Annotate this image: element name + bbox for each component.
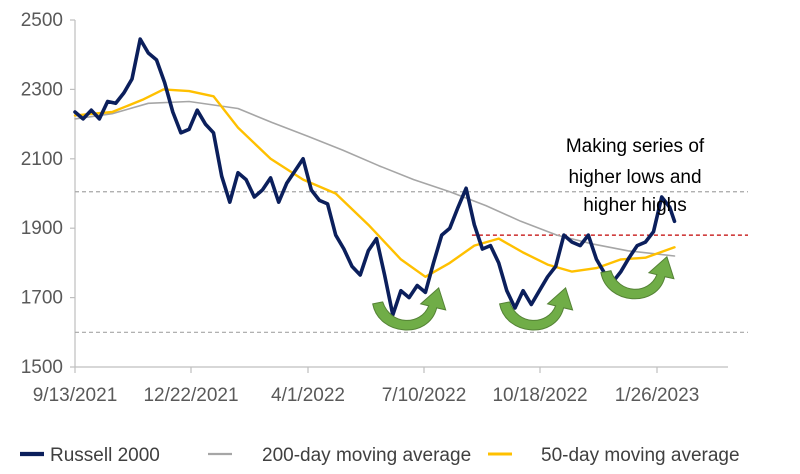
series-group: [73, 37, 677, 317]
annotation-line-1: Making series of: [566, 136, 705, 157]
x-tick-label: 10/18/2022: [492, 385, 587, 406]
ma-50-line: [73, 88, 676, 278]
legend-label: 200-day moving average: [262, 445, 471, 466]
annotation-line-3: higher highs: [583, 195, 687, 216]
y-tick-label: 1700: [21, 288, 63, 309]
curved-arrow-markers: [372, 255, 675, 331]
russell-2000-line: [73, 37, 677, 317]
y-tick-label: 2300: [21, 79, 63, 100]
legend: Russell 2000 200-day moving average 50-day…: [20, 445, 740, 466]
curved-arrow-icon: [372, 287, 447, 331]
y-tick-label: 1900: [21, 218, 63, 239]
y-tick-label: 2500: [21, 10, 63, 31]
legend-label: 50-day moving average: [541, 445, 740, 466]
axis-group: 1500 1700 1900 2100 2300 2500 9/13/2021 12/22/2…: [21, 10, 728, 406]
curved-arrow-icon: [499, 287, 574, 331]
curved-arrow-shape: [600, 255, 675, 300]
y-tick-label: 2100: [21, 149, 63, 170]
x-tick-label: 9/13/2021: [33, 385, 118, 406]
annotation-line-2: higher lows and: [568, 167, 701, 188]
x-tick-label: 7/10/2022: [382, 385, 467, 406]
curved-arrow-shape: [499, 287, 574, 331]
x-tick-label: 1/26/2023: [615, 385, 700, 406]
y-tick-label: 1500: [21, 357, 63, 378]
legend-label: Russell 2000: [50, 445, 160, 466]
x-tick-label: 4/1/2022: [271, 385, 345, 406]
reference-lines: [75, 191, 748, 333]
x-tick-label: 12/22/2021: [143, 385, 238, 406]
curved-arrow-icon: [600, 255, 675, 300]
curved-arrow-shape: [372, 287, 447, 331]
